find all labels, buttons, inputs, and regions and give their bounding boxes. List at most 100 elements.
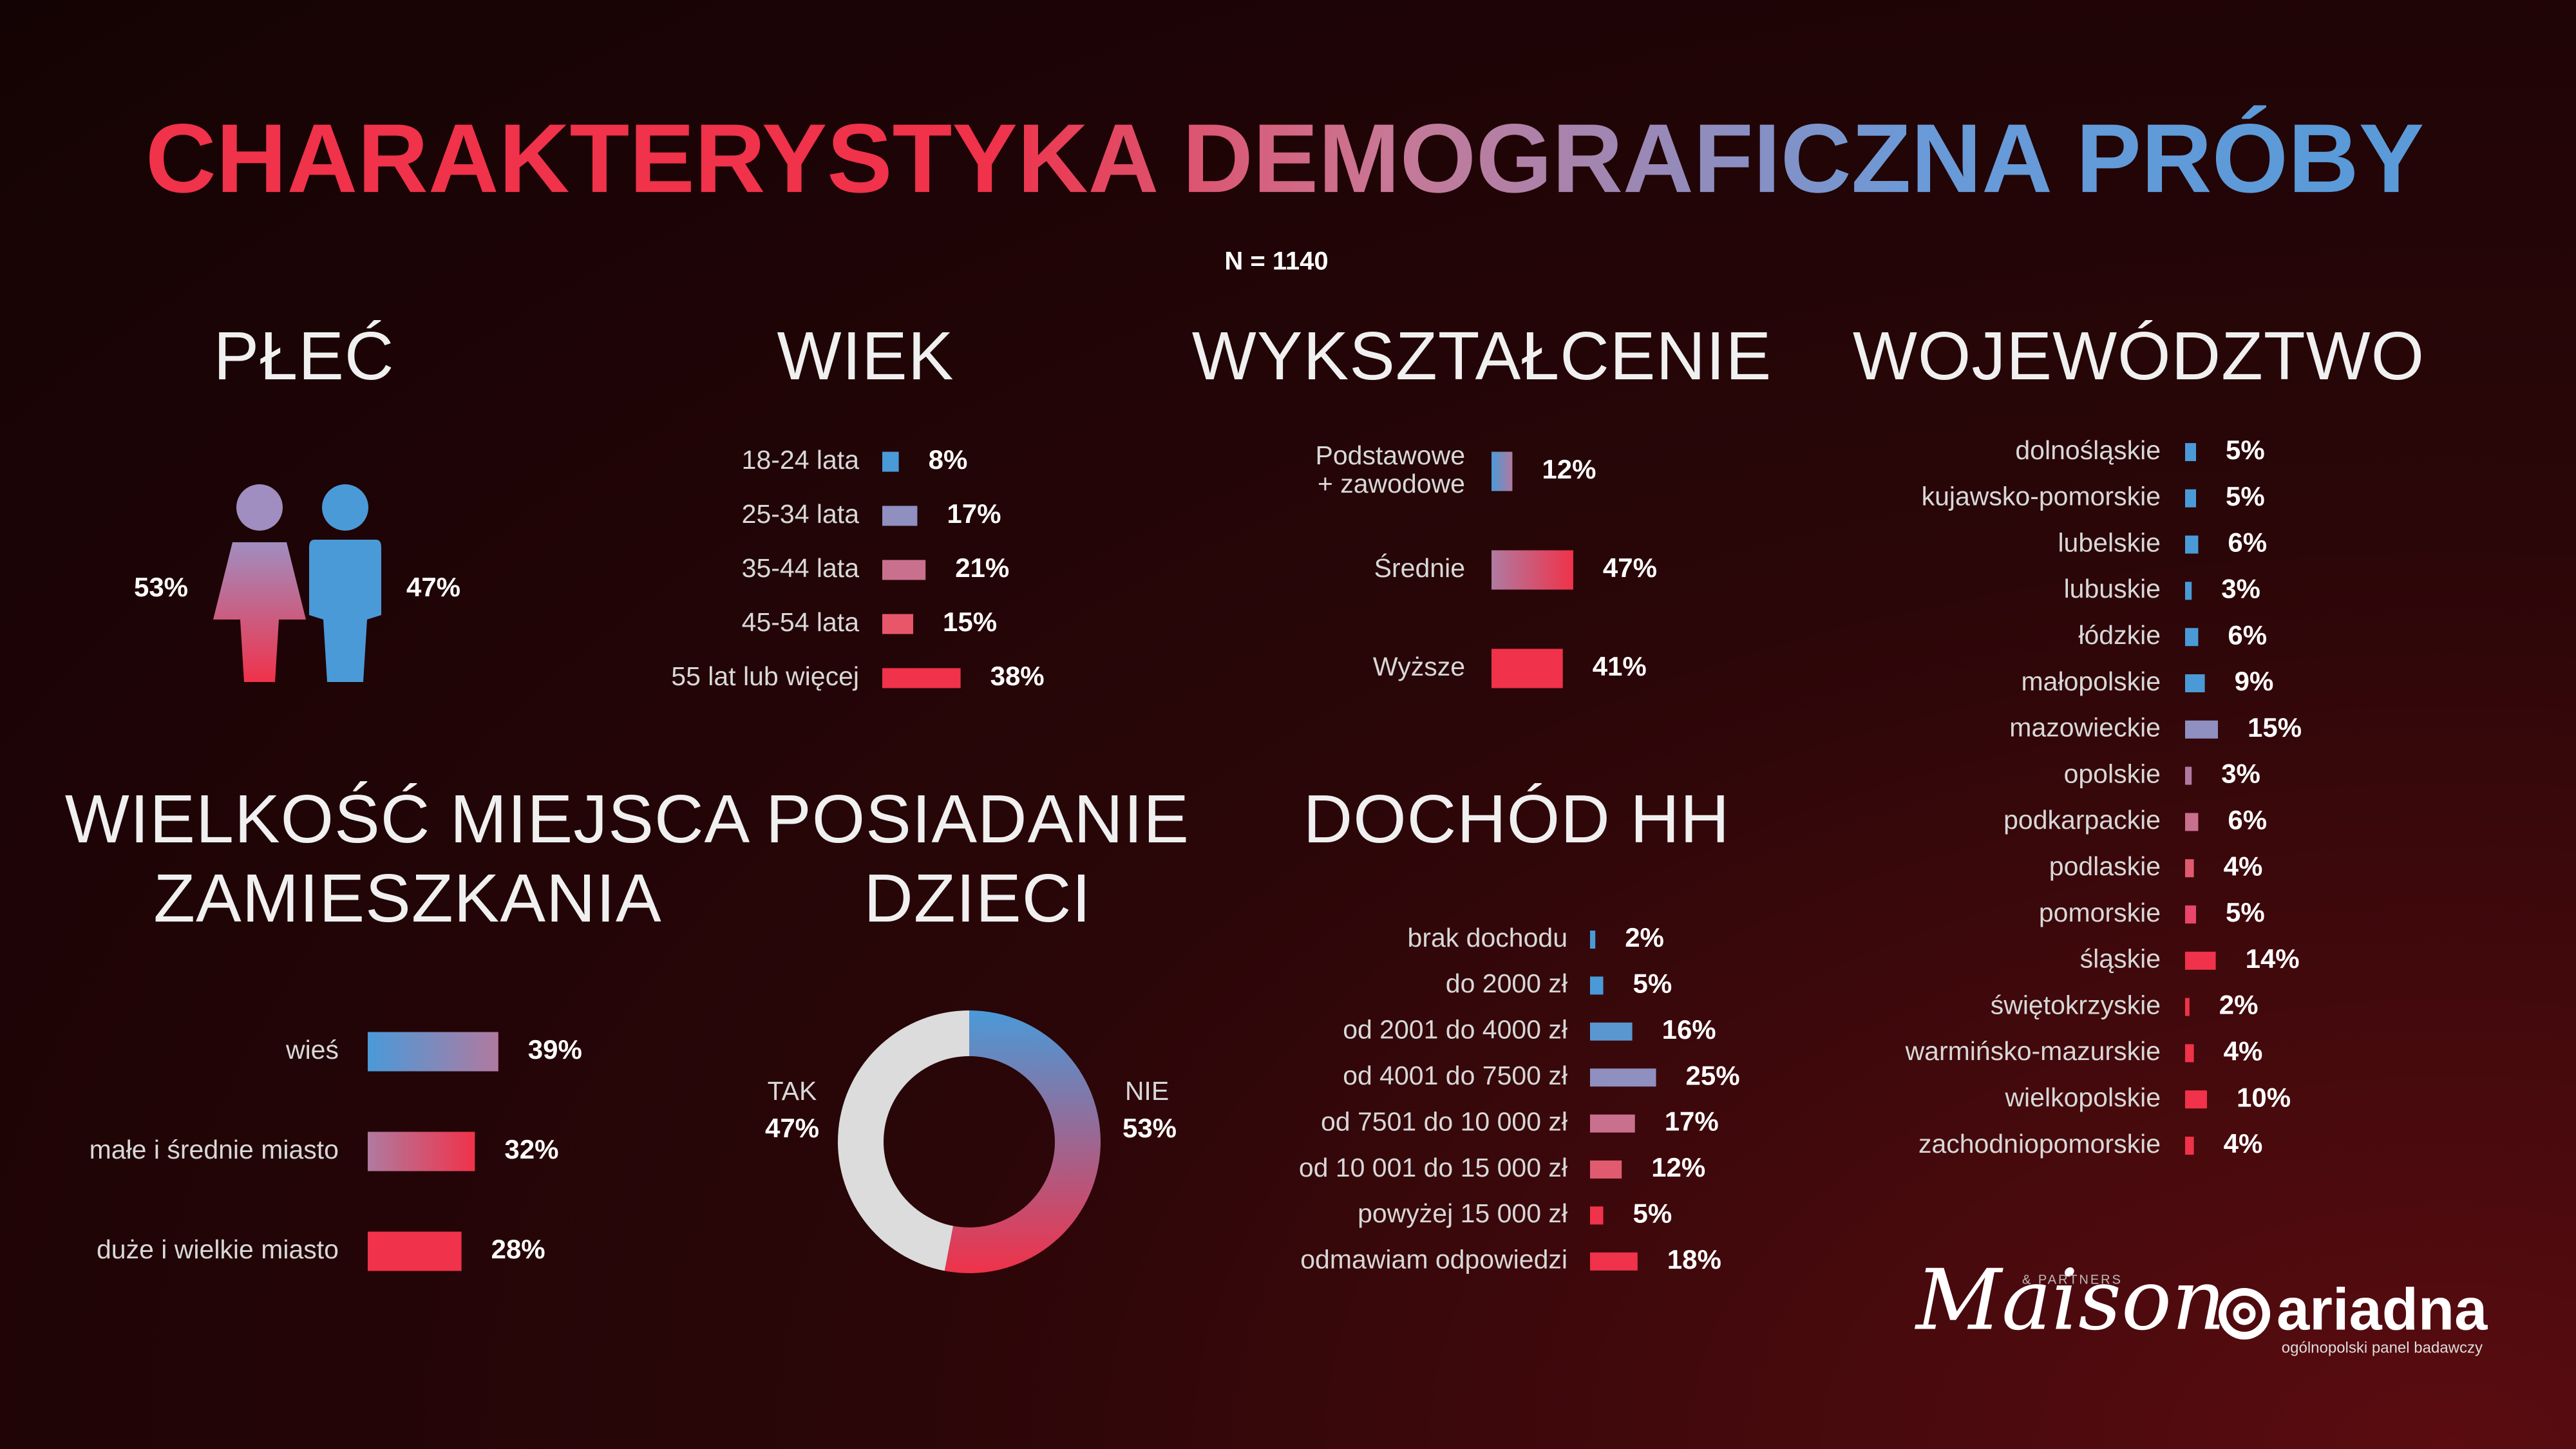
value-label: 2% <box>1625 922 1664 952</box>
category-label: mazowieckie <box>2009 713 2161 743</box>
category-label: małopolskie <box>2022 667 2161 696</box>
logo-ariadna-sub: ogólnopolski panel badawczy <box>2282 1339 2483 1356</box>
bar <box>882 614 913 634</box>
category-label: od 4001 do 7500 zł <box>1343 1061 1567 1090</box>
value-label: 5% <box>1633 1198 1672 1228</box>
bar <box>2185 628 2199 647</box>
logo-ariadna-icon-inner <box>2233 1302 2256 1325</box>
bar <box>882 560 926 580</box>
bar <box>2185 813 2199 831</box>
category-label: lubuskie <box>2064 574 2161 603</box>
value-label: 3% <box>2221 759 2260 789</box>
category-label: powyżej 15 000 zł <box>1358 1198 1567 1228</box>
value-label: 10% <box>2237 1082 2291 1112</box>
bar <box>2185 1137 2194 1155</box>
value-label: 15% <box>2248 712 2302 743</box>
logo-maison: Maison <box>1915 1251 2226 1349</box>
value-label: 32% <box>504 1134 558 1164</box>
donut-segment <box>838 1010 969 1271</box>
value-label: 8% <box>929 444 968 475</box>
value-label: 6% <box>2228 804 2267 835</box>
value-label: 9% <box>2235 666 2274 696</box>
category-label: dolnośląskie <box>2015 435 2161 465</box>
value-label: 53% <box>134 572 188 602</box>
value-label: 47% <box>1603 553 1657 583</box>
category-label: świętokrzyskie <box>1991 990 2161 1019</box>
figure-body <box>213 542 306 682</box>
category-label: Wyższe <box>1373 652 1465 681</box>
bar <box>2185 998 2190 1016</box>
category-label: do 2000 zł <box>1446 969 1567 998</box>
value-label: 14% <box>2246 943 2300 974</box>
figure-head <box>236 484 283 531</box>
value-label: 4% <box>2224 1036 2263 1066</box>
section-title: WIELKOŚĆ MIEJSCA ZAMIESZKANIA <box>65 781 750 936</box>
category-label: 55 lat lub więcej <box>671 661 859 691</box>
bar <box>368 1231 462 1271</box>
bar <box>2185 720 2218 739</box>
category-label: brak dochodu <box>1408 923 1567 952</box>
category-label: opolskie <box>2064 759 2161 788</box>
value-label: 17% <box>1665 1106 1719 1137</box>
category-label: od 7501 do 10 000 zł <box>1321 1106 1567 1136</box>
page-title: CHARAKTERYSTYKA DEMOGRAFICZNA PRÓBY <box>146 104 2424 213</box>
value-label: 15% <box>943 607 997 637</box>
value-label: 5% <box>2226 481 2265 511</box>
category-label: 45-54 lata <box>742 607 860 637</box>
value-label: 41% <box>1593 651 1647 681</box>
value-label: 53% <box>1122 1113 1177 1143</box>
category-label: Średnie <box>1374 553 1465 583</box>
value-label: 17% <box>947 498 1001 529</box>
bar <box>1590 1114 1635 1133</box>
value-label: 47% <box>406 572 460 602</box>
category-label: wieś <box>285 1035 339 1065</box>
value-label: 39% <box>528 1034 582 1065</box>
bar <box>882 506 918 526</box>
section-title: DOCHÓD HH <box>1303 781 1730 857</box>
figure-body <box>309 540 381 682</box>
category-label: zachodniopomorskie <box>1918 1129 2161 1159</box>
value-label: 16% <box>1662 1014 1716 1045</box>
sample-size: N = 1140 <box>1224 247 1328 276</box>
section-title: WOJEWÓDZTWO <box>1853 318 2425 394</box>
bar <box>1590 1022 1633 1041</box>
value-label: 2% <box>2219 990 2259 1020</box>
value-label: 4% <box>2224 851 2263 881</box>
bar <box>1492 550 1573 590</box>
bar <box>1492 649 1563 688</box>
category-label: 18-24 lata <box>742 445 860 475</box>
value-label: 28% <box>491 1234 545 1264</box>
category-label: 25-34 lata <box>742 499 860 529</box>
bar <box>2185 951 2216 970</box>
value-label: 4% <box>2224 1128 2263 1159</box>
bar <box>1492 451 1513 491</box>
section-title: PŁEĆ <box>214 318 395 394</box>
category-label: NIE <box>1125 1076 1169 1106</box>
value-label: 6% <box>2228 527 2267 558</box>
bar <box>2185 905 2196 923</box>
value-label: 3% <box>2221 573 2260 603</box>
bar <box>2185 674 2205 692</box>
figure-head <box>322 484 368 531</box>
value-label: 12% <box>1651 1152 1705 1182</box>
bar <box>2185 766 2192 785</box>
category-label: pomorskie <box>2039 898 2161 927</box>
bar <box>2185 1044 2194 1063</box>
category-label: kujawsko-pomorskie <box>1922 482 2161 511</box>
section-title: WYKSZTAŁCENIE <box>1192 318 1772 394</box>
category-label: 35-44 lata <box>742 553 860 583</box>
bar <box>368 1032 498 1072</box>
bar <box>1590 1252 1638 1271</box>
category-label: od 2001 do 4000 zł <box>1343 1015 1567 1045</box>
value-label: 12% <box>1542 454 1596 484</box>
value-label: 18% <box>1667 1244 1721 1274</box>
category-label: śląskie <box>2080 944 2161 974</box>
bar <box>1590 1160 1622 1179</box>
bar <box>2185 1090 2207 1109</box>
bar <box>882 668 961 688</box>
category-label: lubelskie <box>2058 527 2161 557</box>
value-label: 25% <box>1686 1060 1740 1090</box>
value-label: 6% <box>2228 620 2267 650</box>
value-label: 38% <box>990 661 1045 691</box>
category-label: odmawiam odpowiedzi <box>1300 1245 1567 1274</box>
